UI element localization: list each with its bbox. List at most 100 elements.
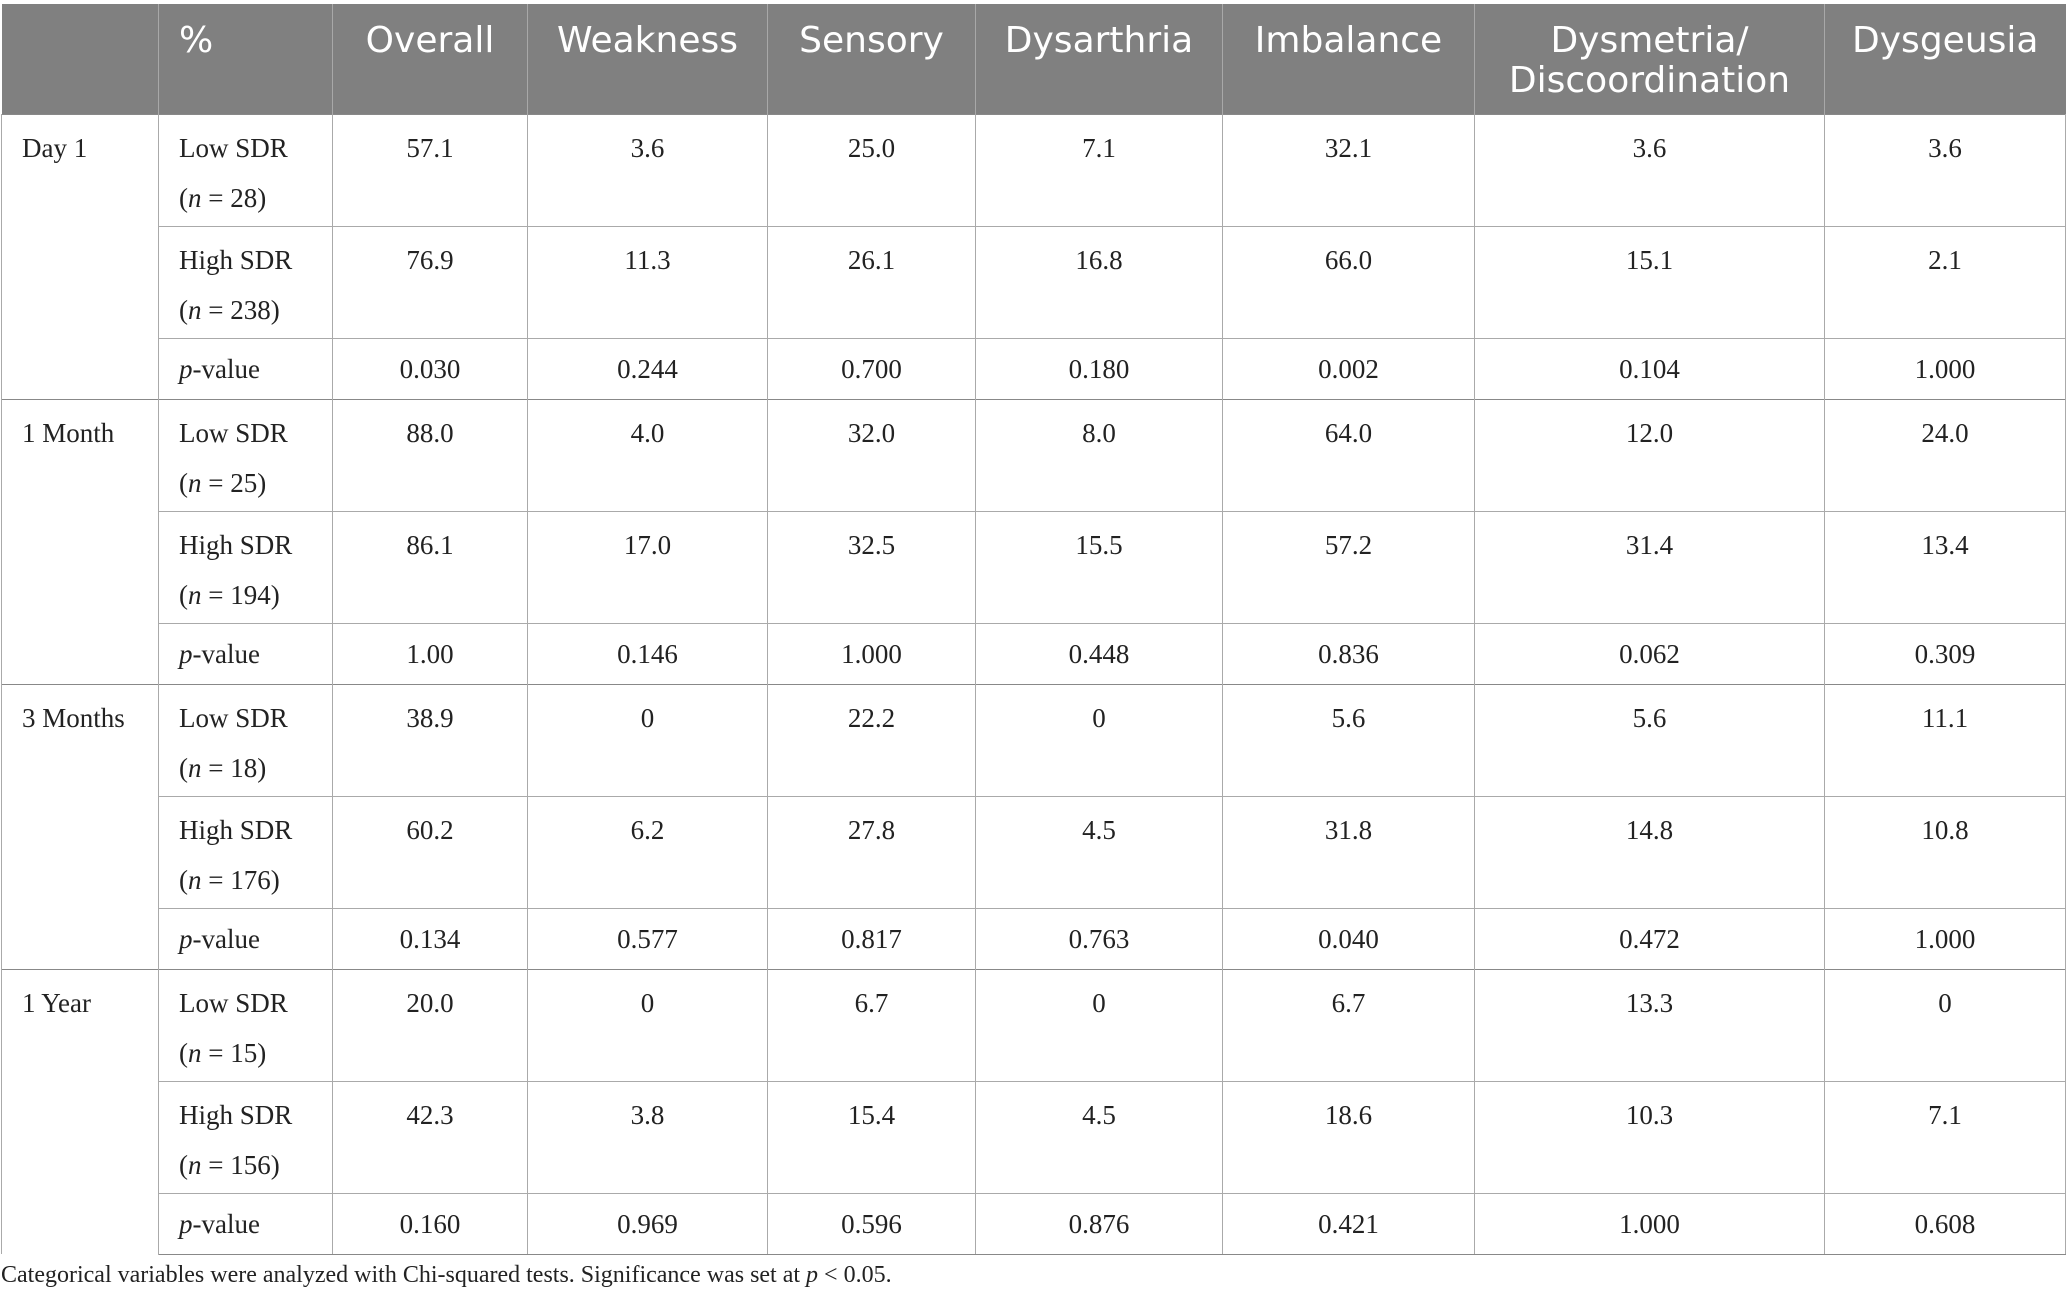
pvalue-cell: 0.134 [332, 907, 528, 969]
pvalue-cell: 0.104 [1474, 337, 1825, 399]
table-body: Day 1 Low SDR (n = 28) 57.1 3.6 25.0 7.1 32.1 3.… [1, 113, 2066, 1255]
time-point-cell: 3 Months [1, 683, 159, 969]
pvalue-cell: 0.030 [332, 337, 528, 399]
value-cell: 7.1 [1824, 1080, 2066, 1193]
pvalue-cell: 0.160 [332, 1192, 528, 1255]
p-symbol: p [179, 353, 193, 384]
group-name: High SDR [179, 1099, 293, 1130]
header-overall: Overall [332, 4, 528, 114]
value-cell: 10.3 [1474, 1080, 1825, 1193]
n-symbol: n [188, 864, 202, 895]
value-cell: 5.6 [1222, 683, 1475, 796]
table-row: 3 Months Low SDR (n = 18) 38.9 0 22.2 0 5.6 5.6 1… [1, 683, 2066, 969]
value-cell: 31.4 [1474, 510, 1825, 623]
value-cell: 5.6 [1474, 683, 1825, 796]
group-name: Low SDR [179, 132, 288, 163]
n-value: = 18) [201, 752, 267, 783]
value-cell: 3.8 [527, 1080, 768, 1193]
value-cell: 14.8 [1474, 795, 1825, 908]
value-cell: 57.1 [332, 113, 528, 226]
group-size: (n = 238) [179, 294, 280, 325]
header-dysmetria: Dysmetria/ Discoordination [1474, 4, 1825, 114]
p-symbol: p [179, 923, 193, 954]
group-size: (n = 156) [179, 1149, 280, 1180]
pvalue-label-cell: p-value [158, 622, 333, 684]
pvalue-cell: 1.000 [1824, 337, 2066, 399]
pvalue-cell: 0.244 [527, 337, 768, 399]
header-dysarthria: Dysarthria [975, 4, 1223, 114]
n-value: = 238) [201, 294, 280, 325]
footnote-text: Categorical variables were analyzed with… [1, 1262, 807, 1288]
table-row: 1 Month Low SDR (n = 25) 88.0 4.0 32.0 8.0 64.0… [1, 398, 2066, 684]
group-name: High SDR [179, 529, 293, 560]
group-label-cell: Low SDR (n = 28) [158, 113, 333, 226]
pvalue-label-cell: p-value [158, 907, 333, 969]
header-blank [1, 4, 159, 114]
n-value: = 28) [201, 182, 267, 213]
pvalue-cell: 0.002 [1222, 337, 1475, 399]
header-row: % Overall Weakness Sensory Dysarthria Im… [1, 4, 2066, 114]
value-cell: 26.1 [767, 225, 976, 338]
pvalue-cell: 1.000 [767, 622, 976, 684]
p-symbol: p [179, 1208, 193, 1239]
value-cell: 0 [1824, 968, 2066, 1081]
value-cell: 27.8 [767, 795, 976, 908]
header-weakness: Weakness [527, 4, 768, 114]
value-cell: 3.6 [1474, 113, 1825, 226]
value-cell: 32.5 [767, 510, 976, 623]
pvalue-row: p-value 0.134 0.577 0.817 0.763 0.040 0.472 1.0… [2, 907, 2066, 969]
value-cell: 42.3 [332, 1080, 528, 1193]
value-cell: 13.3 [1474, 968, 1825, 1081]
value-cell: 11.3 [527, 225, 768, 338]
value-cell: 0 [975, 968, 1223, 1081]
pvalue-cell: 1.00 [332, 622, 528, 684]
value-cell: 13.4 [1824, 510, 2066, 623]
value-cell: 18.6 [1222, 1080, 1475, 1193]
n-symbol: n [188, 579, 202, 610]
n-value: = 15) [201, 1037, 267, 1068]
group-label-cell: Low SDR (n = 25) [158, 398, 333, 511]
table-row: High SDR (n = 194) 86.1 17.0 32.5 15.5 57.2 31.… [2, 510, 2066, 623]
value-cell: 12.0 [1474, 398, 1825, 511]
group-name: Low SDR [179, 702, 288, 733]
header-percent: % [158, 4, 333, 114]
pvalue-cell: 1.000 [1824, 907, 2066, 969]
n-value: = 194) [201, 579, 280, 610]
results-table: % Overall Weakness Sensory Dysarthria Im… [1, 4, 2066, 1255]
n-symbol: n [188, 752, 202, 783]
pvalue-cell: 0.577 [527, 907, 768, 969]
pvalue-row: p-value 0.030 0.244 0.700 0.180 0.002 0.104 1.0… [2, 337, 2066, 399]
value-cell: 0 [975, 683, 1223, 796]
value-cell: 10.8 [1824, 795, 2066, 908]
n-symbol: n [188, 1149, 202, 1180]
pvalue-cell: 0.472 [1474, 907, 1825, 969]
value-cell: 4.0 [527, 398, 768, 511]
group-name: Low SDR [179, 417, 288, 448]
value-cell: 60.2 [332, 795, 528, 908]
n-symbol: n [188, 182, 202, 213]
table-footnote: Categorical variables were analyzed with… [1, 1262, 2065, 1289]
pvalue-cell: 0.146 [527, 622, 768, 684]
group-label-cell: Low SDR (n = 18) [158, 683, 333, 796]
p-label-rest: -value [192, 1208, 260, 1239]
group-size: (n = 176) [179, 864, 280, 895]
table-row: Day 1 Low SDR (n = 28) 57.1 3.6 25.0 7.1 32.1 3.… [1, 113, 2066, 399]
group-name: High SDR [179, 244, 293, 275]
value-cell: 15.1 [1474, 225, 1825, 338]
group-size: (n = 25) [179, 467, 267, 498]
value-cell: 4.5 [975, 795, 1223, 908]
value-cell: 15.4 [767, 1080, 976, 1193]
p-label-rest: -value [192, 353, 260, 384]
value-cell: 32.1 [1222, 113, 1475, 226]
value-cell: 64.0 [1222, 398, 1475, 511]
pvalue-cell: 0.596 [767, 1192, 976, 1255]
p-label-rest: -value [192, 638, 260, 669]
value-cell: 76.9 [332, 225, 528, 338]
value-cell: 16.8 [975, 225, 1223, 338]
pvalue-cell: 0.969 [527, 1192, 768, 1255]
group-label-cell: High SDR (n = 176) [158, 795, 333, 908]
pvalue-cell: 0.040 [1222, 907, 1475, 969]
value-cell: 0 [527, 968, 768, 1081]
n-value: = 176) [201, 864, 280, 895]
value-cell: 6.7 [1222, 968, 1475, 1081]
